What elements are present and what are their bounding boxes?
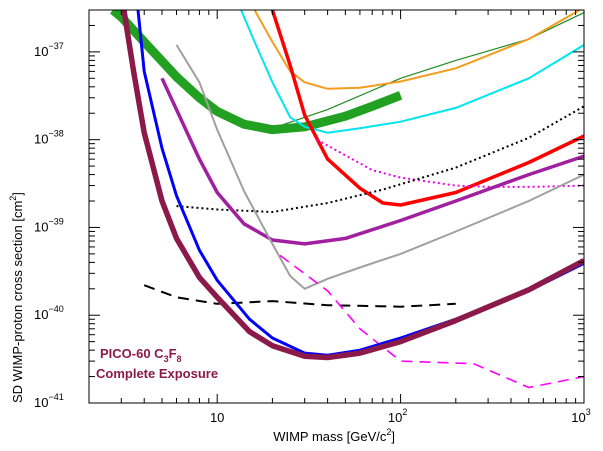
x-tick-label: 10 xyxy=(210,410,224,425)
series-line-5 xyxy=(270,10,584,207)
annotation-line1: PICO-60 C3F8 xyxy=(100,346,182,364)
series-line-1 xyxy=(268,12,584,131)
y-tick-label: 10−39 xyxy=(34,216,64,234)
series-line-9 xyxy=(175,44,584,290)
y-tick-label: 10−38 xyxy=(34,129,64,147)
plot-frame xyxy=(88,9,585,404)
series-line-3 xyxy=(253,10,582,90)
x-tick-label: 102 xyxy=(388,407,407,425)
x-axis-label: WIMP mass [GeV/c2] xyxy=(273,427,395,444)
series-line-10 xyxy=(143,284,456,308)
x-tick-label: 103 xyxy=(571,407,590,425)
annotation: PICO-60 C3F8 Complete Exposure xyxy=(96,346,218,381)
ticks-layer: 10 102 103 10−41 10−40 10−39 10−38 10−37 xyxy=(34,9,591,425)
series-line-12 xyxy=(136,10,584,357)
series-line-13 xyxy=(121,10,584,361)
annotation-line2: Complete Exposure xyxy=(96,366,218,381)
series-layer xyxy=(110,10,584,389)
series-line-7 xyxy=(176,105,584,213)
y-tick-label: 10−37 xyxy=(34,41,64,59)
y-tick-label: 10−40 xyxy=(34,304,64,322)
y-axis-label: SD WIMP-proton cross section [cm2] xyxy=(8,192,25,403)
series-line-2 xyxy=(110,10,403,135)
series-line-4 xyxy=(240,10,584,134)
series-line-11 xyxy=(279,254,584,389)
series-line-6 xyxy=(316,138,584,188)
y-tick-label: 10−41 xyxy=(34,392,64,410)
series-line-8 xyxy=(160,77,584,246)
